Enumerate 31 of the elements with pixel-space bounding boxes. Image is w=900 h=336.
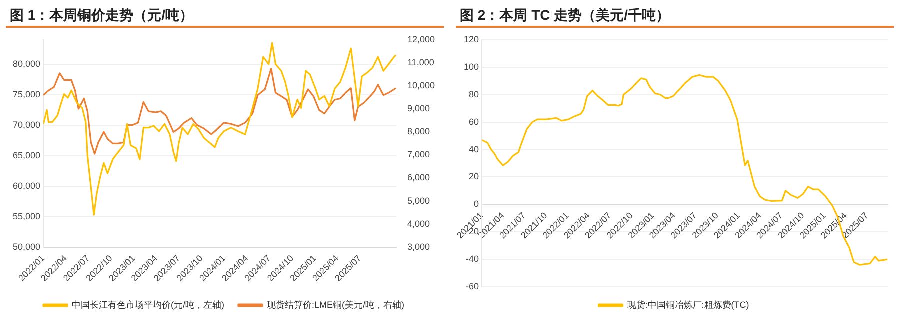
legend-label: 现货结算价:LME铜(美元/吨，右轴)	[266, 300, 405, 310]
y-tick-label: 40	[468, 144, 480, 154]
chart-title: 图 2：本周 TC 走势（美元/千吨）	[456, 0, 894, 28]
y-tick-label: 100	[464, 62, 480, 72]
y-tick-label: 50,000	[12, 242, 41, 252]
y-tick-label: 60	[468, 116, 480, 127]
y-tick-label: 60,000	[12, 180, 41, 191]
legend-label: 中国长江有色市场平均价(元/吨，左轴)	[72, 300, 224, 310]
y-tick-label: 120	[464, 34, 480, 44]
y-tick-label: 0	[474, 199, 480, 210]
y2-tick-label: 3,000	[407, 242, 430, 252]
y-tick-label: 80,000	[12, 58, 41, 69]
y-tick-label: -40	[466, 254, 480, 264]
y-tick-label: 65,000	[12, 150, 41, 160]
y2-tick-label: 7,000	[407, 150, 430, 160]
y2-tick-label: 8,000	[407, 126, 430, 137]
y2-tick-label: 12,000	[407, 34, 436, 44]
legend-label: 现货:中国铜冶炼厂:粗炼费(TC)	[627, 300, 750, 310]
chart-title: 图 1：本周铜价走势（元/吨）	[6, 0, 444, 28]
y-tick-label: 55,000	[12, 211, 41, 222]
y-tick-label: 80	[468, 89, 480, 100]
y-tick-label: -60	[466, 281, 480, 292]
y2-tick-label: 9,000	[407, 104, 430, 114]
y2-tick-label: 5,000	[407, 196, 430, 206]
y-tick-label: 75,000	[12, 89, 41, 100]
y2-tick-label: 11,000	[407, 58, 434, 68]
y-tick-label: 20	[468, 172, 480, 182]
y-tick-label: 70,000	[12, 120, 41, 130]
y2-tick-label: 6,000	[407, 172, 430, 183]
y2-tick-label: 10,000	[407, 80, 436, 91]
y2-tick-label: 4,000	[407, 218, 430, 229]
